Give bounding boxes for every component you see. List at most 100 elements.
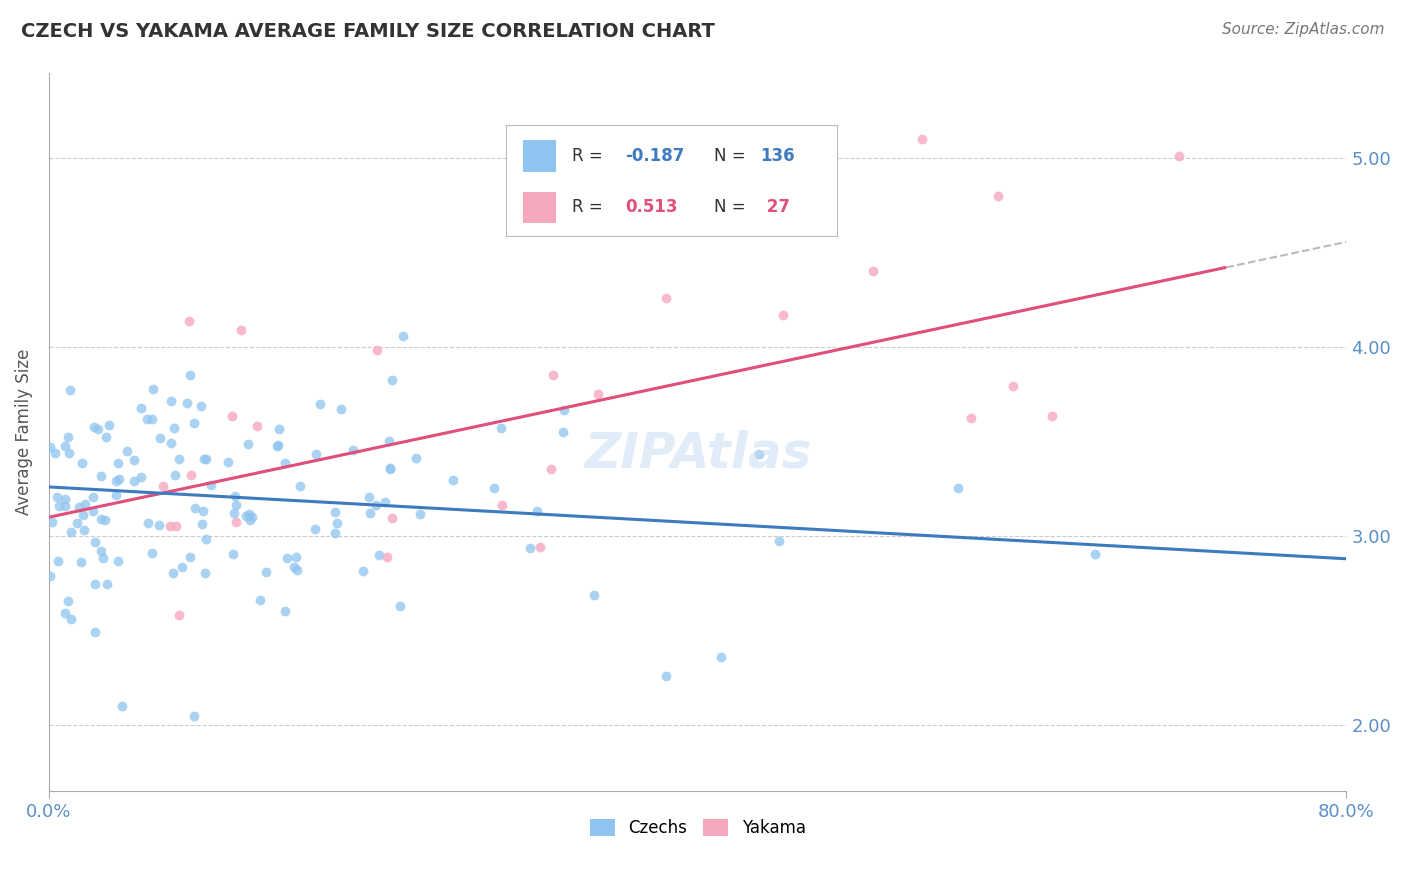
Point (141, 412, 163, 426)
Point (374, 495, 396, 509)
Point (73, 497, 96, 511)
Point (183, 501, 205, 516)
Point (82, 491, 104, 505)
Point (136, 516, 159, 530)
Point (59, 612, 82, 626)
Point (375, 550, 398, 565)
Point (378, 460, 401, 475)
Point (91, 551, 114, 566)
Point (224, 489, 246, 503)
Point (70, 556, 93, 570)
Point (1084, 547, 1107, 561)
Point (519, 541, 541, 556)
Point (352, 564, 374, 578)
Point (53, 439, 76, 453)
Point (135, 412, 157, 426)
Point (160, 435, 183, 450)
Point (44, 446, 66, 460)
Point (53, 500, 76, 514)
Point (84, 535, 107, 549)
Point (366, 343, 388, 358)
Point (249, 593, 271, 607)
Point (269, 422, 291, 436)
Point (170, 560, 193, 574)
Point (381, 372, 404, 386)
Point (179, 314, 201, 328)
Point (66, 516, 89, 530)
Point (179, 549, 201, 564)
Point (541, 368, 564, 382)
Point (183, 709, 205, 723)
Point (329, 401, 352, 416)
Text: CZECH VS YAKAMA AVERAGE FAMILY SIZE CORRELATION CHART: CZECH VS YAKAMA AVERAGE FAMILY SIZE CORR… (21, 22, 716, 41)
Point (308, 397, 330, 411)
Text: N =: N = (714, 147, 751, 165)
Point (326, 516, 349, 530)
Point (772, 308, 794, 322)
Text: 27: 27 (761, 198, 790, 217)
Point (388, 599, 411, 614)
Point (90, 469, 112, 483)
Point (266, 438, 288, 452)
Point (160, 393, 183, 408)
Bar (523, 140, 555, 171)
Point (357, 490, 380, 504)
Point (323, 505, 346, 519)
Bar (523, 192, 555, 223)
Point (224, 506, 246, 520)
Point (82, 504, 104, 518)
Point (1040, 409, 1063, 423)
Point (235, 509, 257, 524)
Point (122, 453, 145, 467)
Point (39, 440, 62, 454)
Point (195, 532, 218, 546)
Point (117, 444, 139, 458)
Point (491, 421, 513, 435)
Point (97, 418, 120, 433)
Text: -0.187: -0.187 (626, 147, 685, 165)
Point (1002, 379, 1025, 393)
Point (53, 492, 76, 507)
Point (90, 512, 112, 526)
Point (526, 504, 548, 518)
Text: N =: N = (714, 198, 751, 217)
Point (169, 451, 191, 466)
Point (960, 410, 983, 425)
Point (484, 481, 506, 495)
Point (655, 291, 678, 305)
Point (217, 455, 239, 469)
Point (72, 508, 94, 523)
Point (39, 569, 62, 583)
Point (176, 396, 198, 410)
Point (58, 594, 80, 608)
Point (553, 425, 575, 439)
Point (405, 450, 427, 465)
Point (94, 430, 117, 444)
Point (163, 421, 186, 435)
Point (862, 264, 884, 278)
Point (221, 409, 243, 423)
Point (946, 482, 969, 496)
Point (987, 189, 1010, 203)
Point (194, 566, 217, 580)
Point (200, 477, 222, 491)
Point (491, 499, 513, 513)
Point (748, 447, 770, 461)
Point (111, 698, 134, 713)
Point (84, 577, 107, 591)
Point (107, 554, 129, 568)
Point (236, 436, 259, 450)
Point (83, 420, 105, 434)
Point (159, 518, 181, 533)
Point (93, 513, 115, 527)
Point (246, 419, 269, 434)
Point (190, 399, 212, 413)
Point (58, 446, 80, 460)
Point (59, 383, 82, 397)
Point (274, 456, 297, 470)
Point (540, 462, 562, 476)
Point (582, 588, 605, 602)
Point (179, 368, 201, 382)
Point (238, 508, 260, 522)
Point (191, 503, 214, 517)
